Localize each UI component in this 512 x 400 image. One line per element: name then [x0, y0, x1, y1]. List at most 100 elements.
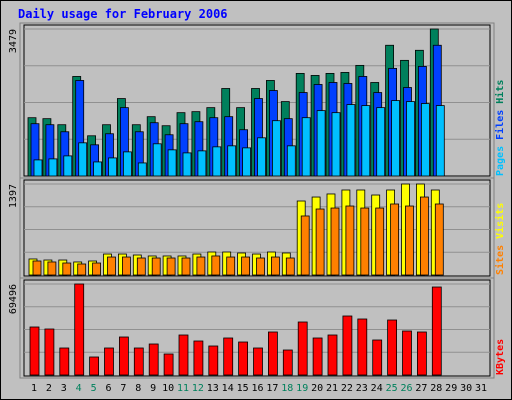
bar	[167, 149, 177, 177]
bar	[32, 260, 42, 276]
bar	[137, 162, 147, 177]
bar	[242, 147, 252, 177]
bar	[342, 315, 353, 376]
bar	[92, 262, 101, 276]
bar	[301, 117, 311, 177]
bar	[282, 349, 293, 376]
legend: KBytes	[495, 339, 506, 375]
x-tick-label: 5	[91, 383, 97, 394]
bar	[148, 343, 159, 376]
bar	[312, 337, 323, 376]
bar	[122, 256, 131, 276]
bar	[241, 256, 251, 276]
bar	[77, 263, 87, 276]
bar	[223, 337, 234, 376]
x-tick-label: 3	[61, 383, 67, 394]
x-tick-label: 30	[460, 383, 472, 394]
bar	[47, 261, 57, 276]
x-tick-label: 20	[311, 383, 323, 394]
bar	[226, 256, 236, 276]
x-tick-label: 14	[222, 383, 234, 394]
bar	[29, 326, 40, 376]
legend-entry: Hits	[494, 80, 506, 104]
legend: Sites Visits	[494, 203, 506, 275]
bar	[434, 203, 444, 276]
bar	[119, 336, 129, 376]
x-tick-label: 17	[266, 383, 278, 394]
bar	[108, 157, 117, 177]
x-tick-label: 29	[445, 383, 457, 394]
x-tick-label: 13	[207, 383, 219, 394]
legend: Pages Files Hits	[494, 80, 506, 176]
bar	[346, 104, 356, 177]
x-tick-label: 10	[162, 383, 174, 394]
bar	[405, 205, 414, 276]
x-tick-label: 4	[76, 383, 82, 394]
bar	[375, 207, 385, 276]
bar	[163, 353, 174, 376]
bar	[227, 145, 237, 177]
legend: Pages Files Hits	[494, 80, 506, 176]
bar	[419, 196, 429, 276]
legend-entry: Visits	[494, 203, 506, 239]
bar	[286, 145, 296, 177]
bar	[257, 137, 266, 177]
bar	[327, 334, 338, 376]
bar	[193, 340, 204, 376]
bar	[212, 146, 222, 177]
bar	[316, 110, 326, 177]
legend-entry: Sites	[494, 245, 506, 275]
bar	[197, 150, 207, 177]
bar	[431, 286, 442, 376]
x-tick-label: 1	[31, 383, 37, 394]
bar	[285, 257, 295, 276]
x-tick-label: 9	[150, 383, 156, 394]
x-tick-label: 16	[251, 383, 263, 394]
bar	[406, 101, 415, 177]
bar	[44, 328, 55, 376]
bar	[271, 120, 281, 177]
bar	[33, 159, 43, 177]
bar	[151, 257, 161, 276]
bar	[435, 105, 445, 177]
x-tick-label: 23	[356, 383, 368, 394]
x-tick-label: 21	[326, 383, 338, 394]
bar	[211, 255, 221, 276]
bar	[93, 161, 102, 177]
bar	[345, 205, 355, 276]
x-tick-label: 12	[192, 383, 204, 394]
bar	[104, 347, 114, 376]
chart-title: Daily usage for February 2006	[18, 7, 228, 21]
bar	[238, 341, 249, 376]
bar	[360, 207, 370, 276]
bar	[267, 331, 278, 376]
x-tick-label: 26	[400, 383, 412, 394]
legend: Sites Visits	[494, 203, 506, 275]
bar	[59, 347, 70, 376]
bar	[63, 155, 73, 177]
x-tick-label: 8	[135, 383, 141, 394]
bar	[391, 100, 401, 177]
bar	[78, 142, 88, 177]
bar	[402, 330, 412, 376]
bar	[270, 256, 280, 276]
bar	[89, 356, 99, 376]
x-tick-label: 31	[475, 383, 487, 394]
x-tick-label: 24	[371, 383, 383, 394]
legend-entry: KBytes	[495, 339, 506, 375]
bar	[123, 151, 132, 177]
x-tick-label: 7	[120, 383, 126, 394]
y-tick-label: 3479	[8, 29, 19, 53]
bar	[300, 215, 310, 276]
bar	[331, 112, 341, 177]
bar	[74, 283, 85, 376]
legend-entry: Files	[494, 110, 506, 140]
bar	[133, 347, 144, 376]
bar	[166, 257, 176, 276]
bar	[315, 208, 325, 276]
bar	[48, 158, 58, 177]
bar	[361, 105, 371, 177]
bar	[253, 347, 263, 376]
bar	[107, 256, 116, 276]
